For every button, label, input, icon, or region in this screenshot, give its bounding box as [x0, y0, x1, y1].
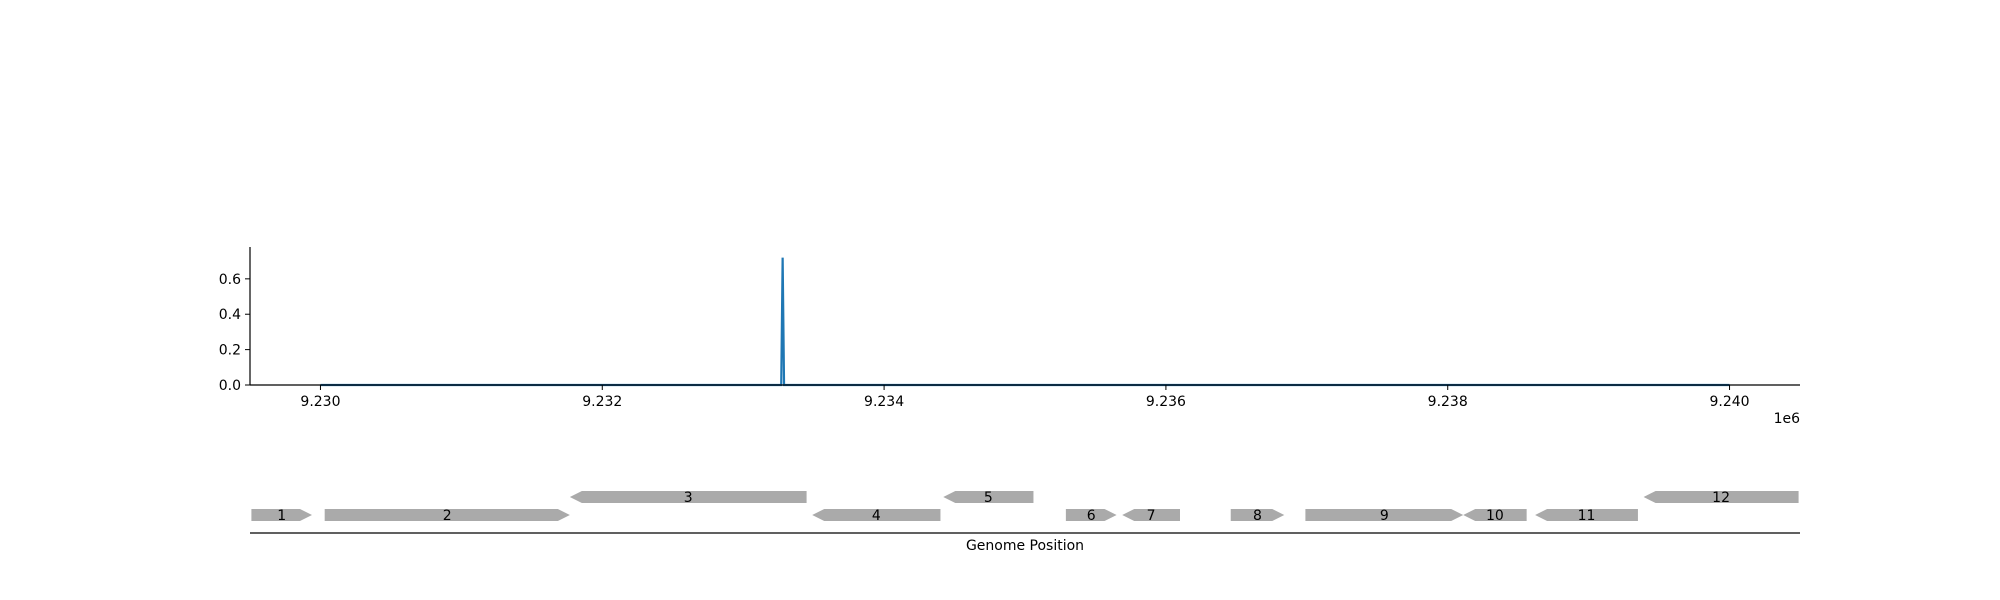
gene-arrow [1643, 491, 1799, 503]
y-tick-label: 0.6 [219, 272, 241, 288]
gene-arrow [1535, 509, 1638, 521]
gene-arrow [1463, 509, 1527, 521]
gene-label: 1 [277, 508, 286, 524]
gene-arrow [324, 509, 570, 521]
gene-label: 8 [1253, 508, 1262, 524]
y-tick-label: 0.4 [219, 307, 241, 323]
gene-2: 2 [324, 508, 570, 524]
x-tick-label: 9.240 [1709, 394, 1749, 410]
gene-arrow [1065, 509, 1117, 521]
gene-8: 8 [1230, 508, 1285, 524]
gene-3: 3 [569, 490, 807, 506]
gene-9: 9 [1305, 508, 1464, 524]
x-tick-label: 9.232 [582, 394, 622, 410]
x-axis-title: Genome Position [966, 538, 1084, 554]
gene-6: 6 [1065, 508, 1117, 524]
gene-label: 2 [443, 508, 452, 524]
gene-arrow [1230, 509, 1285, 521]
x-offset-label: 1e6 [1774, 411, 1801, 427]
gene-label: 11 [1578, 508, 1596, 524]
gene-label: 3 [684, 490, 693, 506]
gene-arrow [812, 509, 941, 521]
gene-label: 5 [984, 490, 993, 506]
gene-label: 4 [872, 508, 881, 524]
gene-label: 10 [1486, 508, 1504, 524]
gene-5: 5 [943, 490, 1034, 506]
gene-label: 9 [1380, 508, 1389, 524]
y-ticks: 0.0 0.2 0.4 0.6 [219, 272, 250, 394]
gene-4: 4 [812, 508, 941, 524]
coverage-series [320, 257, 1730, 387]
gene-label: 12 [1712, 490, 1730, 506]
gene-arrow [1122, 509, 1180, 521]
gene-arrow [251, 509, 312, 521]
gene-7: 7 [1122, 508, 1180, 524]
gene-arrow [943, 491, 1034, 503]
gene-label: 6 [1087, 508, 1096, 524]
gene-label: 7 [1147, 508, 1156, 524]
y-tick-label: 0.2 [219, 343, 241, 359]
gene-arrow [569, 491, 807, 503]
x-tick-label: 9.236 [1146, 394, 1186, 410]
coverage-line-0 [320, 257, 1730, 387]
x-tick-label: 9.238 [1428, 394, 1468, 410]
gene-arrow [1305, 509, 1464, 521]
gene-10: 10 [1463, 508, 1527, 524]
coverage-plot: 9.230 9.232 9.234 9.236 9.238 9.240 0.0 0.2 0.4… [219, 247, 1800, 427]
gene-12: 12 [1643, 490, 1799, 506]
gene-1: 1 [251, 508, 312, 524]
x-ticks: 9.230 9.232 9.234 9.236 9.238 9.240 [300, 385, 1750, 410]
gene-11: 11 [1535, 508, 1638, 524]
x-tick-label: 9.230 [300, 394, 340, 410]
x-tick-label: 9.234 [864, 394, 904, 410]
y-tick-label: 0.0 [219, 378, 241, 394]
